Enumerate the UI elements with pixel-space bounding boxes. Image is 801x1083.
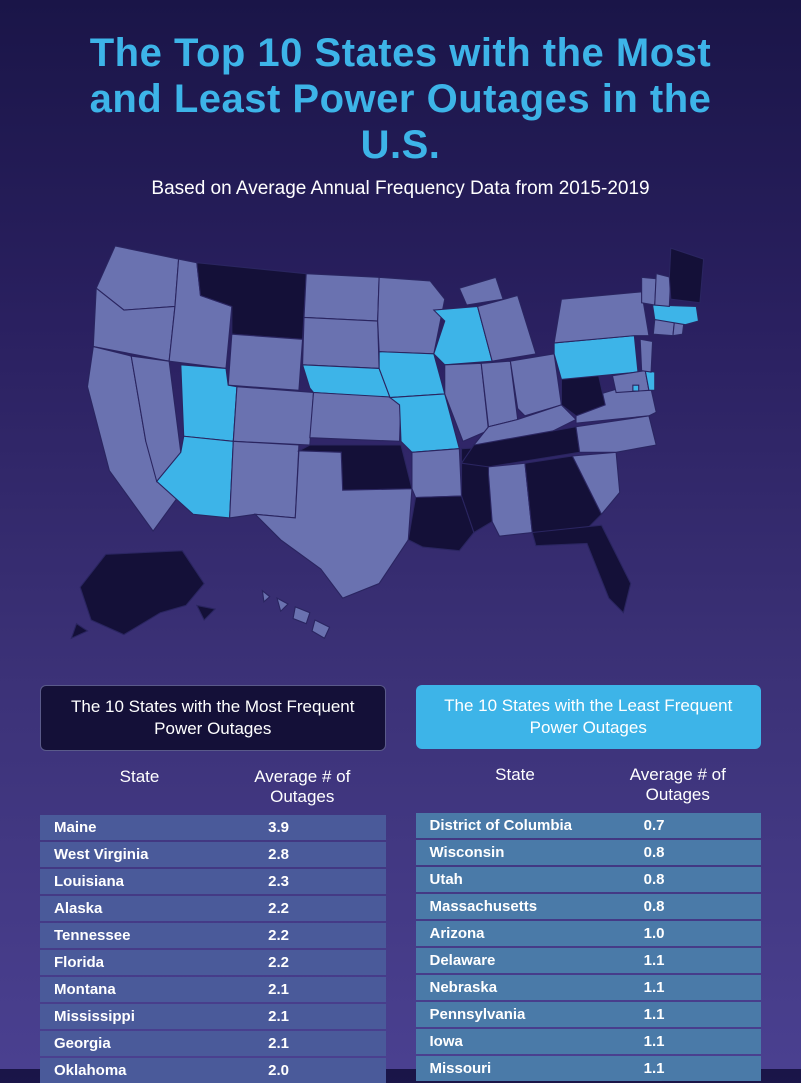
value-cell: 2.2 — [238, 927, 371, 944]
state-wy — [228, 334, 302, 390]
state-ak — [71, 551, 215, 639]
least-rows: District of Columbia0.7Wisconsin0.8Utah0… — [416, 813, 762, 1081]
state-cell: West Virginia — [54, 846, 238, 863]
table-row: Iowa1.1 — [416, 1029, 762, 1054]
table-row: Georgia2.1 — [40, 1031, 386, 1056]
state-ia — [379, 352, 445, 398]
value-cell: 0.8 — [614, 898, 747, 915]
state-ar — [411, 449, 461, 498]
state-cell: Pennsylvania — [430, 1006, 614, 1023]
state-cell: Utah — [430, 871, 614, 888]
table-row: Wisconsin0.8 — [416, 840, 762, 865]
most-col-state: State — [50, 767, 229, 807]
state-dc — [632, 385, 638, 391]
table-row: Tennessee2.2 — [40, 923, 386, 948]
state-cell: Maine — [54, 819, 238, 836]
value-cell: 2.8 — [238, 846, 371, 863]
most-col-value: Average # of Outages — [229, 767, 375, 807]
state-cell: Tennessee — [54, 927, 238, 944]
table-row: West Virginia2.8 — [40, 842, 386, 867]
state-co — [233, 387, 313, 445]
value-cell: 0.8 — [614, 871, 747, 888]
state-cell: Georgia — [54, 1035, 238, 1052]
state-me — [669, 248, 703, 303]
state-ny — [554, 292, 649, 343]
value-cell: 1.1 — [614, 952, 747, 969]
least-outages-table: The 10 States with the Least Frequent Po… — [416, 685, 762, 1083]
value-cell: 2.3 — [238, 873, 371, 890]
value-cell: 2.1 — [238, 1035, 371, 1052]
state-cell: Florida — [54, 954, 238, 971]
value-cell: 1.1 — [614, 979, 747, 996]
least-col-state: State — [426, 765, 605, 805]
table-row: Maine3.9 — [40, 815, 386, 840]
value-cell: 2.2 — [238, 900, 371, 917]
most-outages-table: The 10 States with the Most Frequent Pow… — [40, 685, 386, 1083]
state-mn — [377, 277, 444, 354]
value-cell: 3.9 — [238, 819, 371, 836]
us-map — [0, 215, 801, 685]
value-cell: 1.1 — [614, 1006, 747, 1023]
state-cell: Louisiana — [54, 873, 238, 890]
state-cell: Montana — [54, 981, 238, 998]
state-cell: Delaware — [430, 952, 614, 969]
page-subtitle: Based on Average Annual Frequency Data f… — [0, 178, 801, 215]
state-cell: Alaska — [54, 900, 238, 917]
value-cell: 2.1 — [238, 1008, 371, 1025]
most-column-headers: State Average # of Outages — [40, 763, 386, 815]
least-column-headers: State Average # of Outages — [416, 761, 762, 813]
state-cell: Nebraska — [430, 979, 614, 996]
table-row: Nebraska1.1 — [416, 975, 762, 1000]
table-row: Montana2.1 — [40, 977, 386, 1002]
value-cell: 0.7 — [614, 817, 747, 834]
state-nd — [304, 274, 379, 321]
table-row: District of Columbia0.7 — [416, 813, 762, 838]
state-oh — [510, 354, 561, 416]
most-table-header: The 10 States with the Most Frequent Pow… — [40, 685, 386, 751]
least-table-header: The 10 States with the Least Frequent Po… — [416, 685, 762, 749]
state-cell: Mississippi — [54, 1008, 238, 1025]
table-row: Delaware1.1 — [416, 948, 762, 973]
least-col-value: Average # of Outages — [605, 765, 751, 805]
state-sd — [302, 317, 379, 368]
tables-container: The 10 States with the Most Frequent Pow… — [0, 685, 801, 1083]
value-cell: 1.0 — [614, 925, 747, 942]
table-row: Alaska2.2 — [40, 896, 386, 921]
value-cell: 2.2 — [238, 954, 371, 971]
value-cell: 2.0 — [238, 1062, 371, 1079]
table-row: Louisiana2.3 — [40, 869, 386, 894]
state-vt — [641, 277, 656, 305]
state-ks — [309, 393, 400, 442]
state-cell: Iowa — [430, 1033, 614, 1050]
page-title: The Top 10 States with the Most and Leas… — [0, 0, 801, 178]
value-cell: 2.1 — [238, 981, 371, 998]
table-row: Oklahoma2.0 — [40, 1058, 386, 1083]
table-row: Pennsylvania1.1 — [416, 1002, 762, 1027]
most-rows: Maine3.9West Virginia2.8Louisiana2.3Alas… — [40, 815, 386, 1083]
state-nj — [640, 339, 652, 372]
state-cell: Arizona — [430, 925, 614, 942]
table-row: Massachusetts0.8 — [416, 894, 762, 919]
value-cell: 0.8 — [614, 844, 747, 861]
state-fl — [532, 525, 630, 613]
state-cell: District of Columbia — [430, 817, 614, 834]
state-nm — [229, 441, 298, 518]
table-row: Utah0.8 — [416, 867, 762, 892]
state-cell: Oklahoma — [54, 1062, 238, 1079]
state-hi — [262, 591, 329, 638]
state-cell: Massachusetts — [430, 898, 614, 915]
table-row: Arizona1.0 — [416, 921, 762, 946]
table-row: Mississippi2.1 — [40, 1004, 386, 1029]
state-nh — [654, 274, 670, 307]
value-cell: 1.1 — [614, 1033, 747, 1050]
table-row: Florida2.2 — [40, 950, 386, 975]
state-cell: Wisconsin — [430, 844, 614, 861]
